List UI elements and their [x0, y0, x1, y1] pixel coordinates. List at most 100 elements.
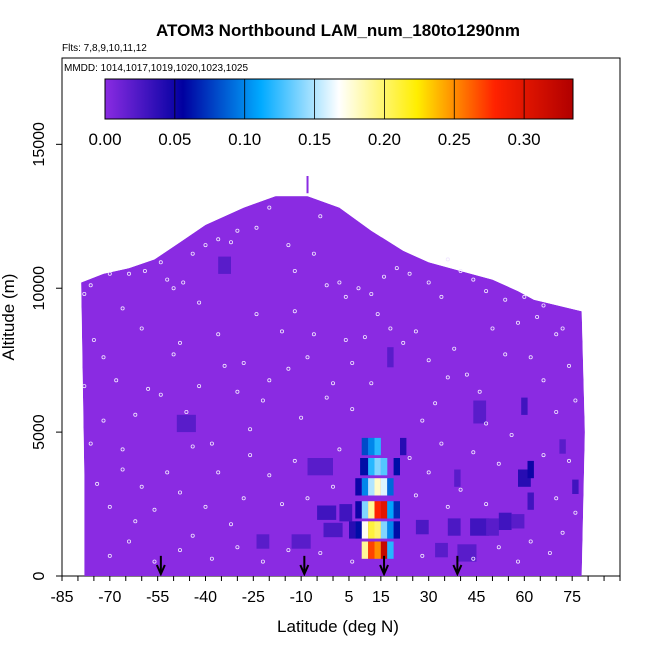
sample-point — [464, 372, 469, 377]
sample-point — [439, 441, 444, 446]
heatmap-cell — [374, 458, 381, 476]
sample-point — [426, 280, 431, 285]
sample-point — [560, 326, 565, 331]
flights-subtitle: Flts: 7,8,9,10,11,12 — [62, 43, 147, 54]
heatmap-cell — [387, 347, 394, 368]
sample-point — [190, 533, 195, 538]
sample-point — [305, 355, 310, 360]
sample-point — [458, 487, 463, 492]
heatmap-cell — [387, 521, 394, 539]
sample-point — [158, 392, 163, 397]
sample-point — [407, 455, 412, 460]
sample-point — [114, 378, 119, 383]
x-tick-label: -85 — [50, 589, 73, 606]
sample-point — [452, 346, 457, 351]
sample-point — [222, 363, 227, 368]
heatmap-cell — [176, 414, 196, 433]
sample-point — [209, 556, 214, 561]
sample-point — [235, 545, 240, 550]
sample-point — [82, 291, 87, 296]
flight-arrow — [299, 555, 310, 577]
sample-point — [573, 510, 578, 515]
sample-point — [554, 409, 559, 414]
sample-point — [127, 539, 132, 544]
sample-point — [458, 268, 463, 273]
heatmap-cell — [374, 437, 381, 456]
heatmap-cell — [368, 541, 375, 559]
heatmap-cell — [361, 501, 369, 519]
heatmap-cell — [380, 501, 388, 519]
heatmap-cell — [374, 521, 381, 539]
sample-point — [324, 283, 329, 288]
heatmap-cell — [368, 458, 375, 476]
sample-point — [535, 314, 540, 319]
sample-point — [375, 312, 380, 317]
sample-point — [573, 398, 578, 403]
sample-point — [235, 228, 240, 233]
heatmap-cell — [486, 518, 499, 536]
sample-point — [107, 504, 112, 509]
sample-point — [279, 329, 284, 334]
heatmap-cell — [387, 541, 394, 559]
chart-title: ATOM3 Northbound LAM_num_180to1290nm — [156, 21, 520, 40]
y-tick-label: 5000 — [31, 414, 48, 450]
sample-point — [292, 309, 297, 314]
heatmap-cell — [361, 437, 369, 456]
sample-point — [369, 381, 374, 386]
sample-point — [420, 418, 425, 423]
sample-point — [394, 266, 399, 271]
sample-point — [407, 271, 412, 276]
sample-point — [567, 458, 572, 463]
sample-point — [388, 326, 393, 331]
sample-point — [528, 539, 533, 544]
heatmap-cell — [435, 542, 448, 558]
heatmap-cells — [81, 196, 585, 576]
sample-point — [216, 470, 221, 475]
sample-point — [203, 243, 208, 248]
colorbar-tick-label: 0.20 — [368, 130, 401, 149]
heatmap-cell — [291, 534, 311, 549]
sample-point — [299, 415, 304, 420]
sample-point — [82, 384, 87, 389]
heatmap-cell — [361, 521, 369, 539]
sample-point — [477, 389, 482, 394]
sample-point — [516, 559, 521, 564]
sample-point — [177, 490, 182, 495]
sample-point — [171, 286, 176, 291]
sample-point — [528, 355, 533, 360]
sample-point — [541, 378, 546, 383]
sample-point — [445, 375, 450, 380]
sample-point — [439, 294, 444, 299]
sample-point — [139, 484, 144, 489]
sample-point — [445, 504, 450, 509]
sample-point — [292, 458, 297, 463]
sample-point — [305, 496, 310, 501]
sample-point — [248, 453, 253, 458]
sample-point — [413, 493, 418, 498]
heatmap-cell — [256, 534, 270, 549]
sample-point — [286, 243, 291, 248]
sample-point — [197, 384, 202, 389]
sample-point — [350, 559, 355, 564]
sample-point — [209, 441, 214, 446]
sample-point — [88, 441, 93, 446]
flight-arrow — [379, 555, 389, 577]
sample-point — [254, 312, 259, 317]
sample-point — [88, 283, 93, 288]
y-tick-label: 0 — [31, 571, 48, 580]
flight-arrow — [452, 555, 463, 577]
sample-point — [484, 421, 489, 426]
sample-point — [139, 326, 144, 331]
sample-point — [318, 214, 323, 219]
heatmap-cell — [559, 439, 566, 454]
sample-point — [343, 294, 348, 299]
heatmap-cell — [317, 505, 337, 520]
heatmap-cell — [355, 478, 362, 496]
sample-point — [228, 240, 233, 245]
sample-point — [490, 326, 495, 331]
heatmap-cell — [393, 501, 400, 519]
y-axis: 0 5000 10000 15000 — [31, 122, 62, 580]
heatmap-cell — [527, 460, 534, 479]
x-axis: -85 -70 -55 -40 -25 -10 5 15 30 45 60 75 — [50, 576, 621, 606]
heatmap-cell — [457, 544, 477, 562]
